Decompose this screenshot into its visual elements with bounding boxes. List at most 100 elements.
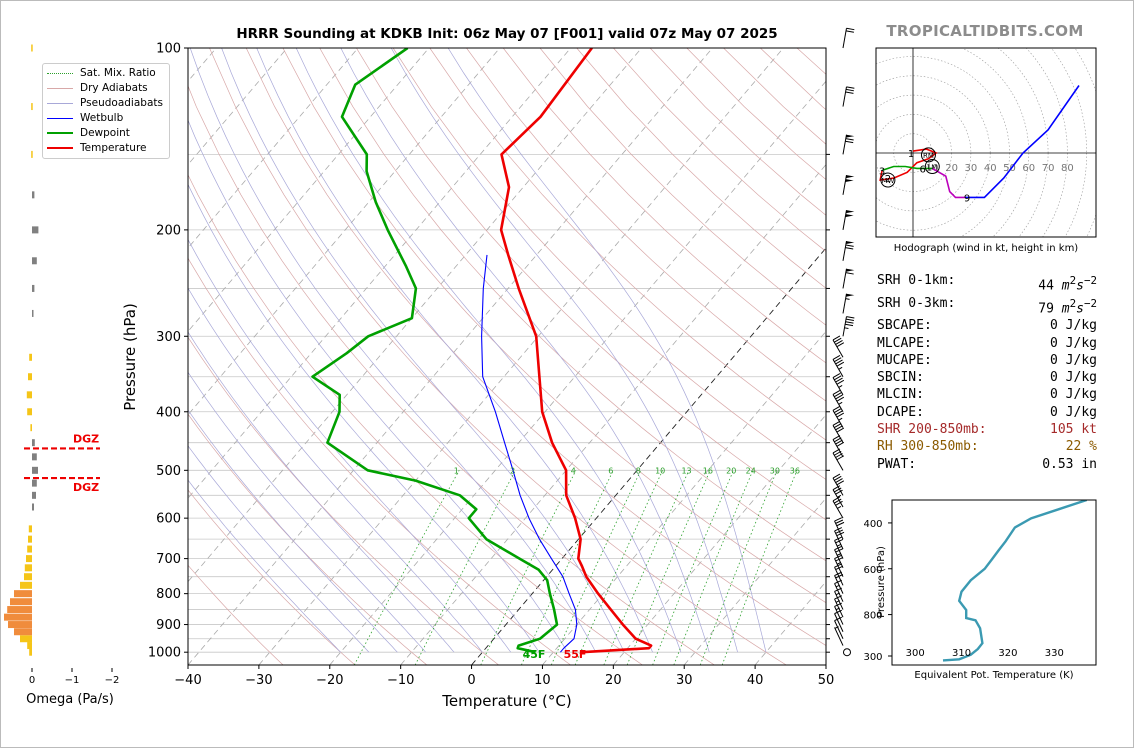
omega-bar	[31, 44, 33, 52]
barb-full	[836, 379, 845, 385]
omega-bar	[8, 621, 32, 629]
dry-adiabat	[188, 564, 284, 665]
omega-x-label: Omega (Pa/s)	[26, 692, 114, 707]
mixing-ratio-label: 4	[571, 467, 576, 476]
y-tick-label: 300	[156, 330, 181, 345]
omega-bar	[32, 257, 37, 265]
y-tick-label: 200	[156, 223, 181, 238]
omega-bar	[32, 226, 39, 234]
isotherm-line	[613, 414, 826, 665]
barb-full	[834, 423, 842, 429]
dry-adiabat	[188, 257, 571, 665]
storm-motion-label: RM	[923, 152, 934, 160]
barb-half	[844, 327, 849, 329]
barb-half	[837, 506, 842, 509]
wind-barb	[842, 27, 855, 49]
isotherm-line	[471, 247, 826, 665]
calm-circle	[843, 648, 851, 657]
unit-m2s2: m	[1061, 278, 1070, 294]
omega-bar	[32, 453, 37, 461]
pseudoadiabat	[295, 48, 682, 653]
temperature-profile	[499, 48, 653, 654]
barb-staff	[832, 377, 844, 396]
hodo-ring-label: 40	[984, 163, 997, 174]
barb-full	[845, 321, 854, 324]
thetae-y-tick-label: 300	[863, 652, 882, 663]
wind-barb	[843, 648, 851, 657]
omega-bar	[32, 309, 34, 317]
hodo-ring-label: 60	[1022, 163, 1035, 174]
dry-adiabat	[188, 174, 643, 665]
barb-full	[835, 394, 843, 400]
x-tick-label: −30	[245, 673, 272, 688]
mixing-ratio-label: 2	[510, 467, 515, 476]
barb-staff	[832, 452, 844, 471]
x-tick-label: 0	[467, 673, 475, 688]
barb-full	[832, 473, 841, 479]
omega-bar	[14, 628, 32, 636]
storm-motion-label: MW	[881, 177, 894, 185]
x-tick-label: −40	[174, 673, 201, 688]
barb-staff	[834, 613, 844, 632]
barb-staff	[834, 558, 844, 577]
dry-adiabat	[392, 48, 826, 480]
mixing-ratio-line	[626, 470, 711, 665]
wind-barb	[832, 496, 844, 519]
barb-staff	[832, 339, 844, 358]
site-brand[interactable]: TROPICALTIDBITS.COM	[886, 22, 1084, 40]
mixing-ratio-line	[574, 470, 663, 665]
mixing-ratio-line	[721, 470, 798, 665]
omega-bar	[30, 424, 32, 432]
barb-flag	[845, 175, 855, 179]
pseudoadiabat	[256, 48, 653, 653]
stat-pwat: PWAT: 0.53 in	[877, 456, 1097, 472]
omega-bar	[32, 439, 35, 447]
omega-bar	[31, 150, 33, 158]
wind-barb	[842, 175, 855, 195]
barb-full	[834, 408, 842, 414]
omega-bar	[32, 191, 35, 199]
omega-bar	[24, 573, 32, 581]
pseudoadiabat	[447, 48, 767, 653]
barb-staff	[834, 620, 844, 639]
barb-staff	[832, 359, 844, 377]
pseudoadiabat	[188, 445, 370, 653]
isotherm-line	[188, 48, 359, 249]
barb-half	[836, 543, 842, 547]
storm-motion-label: LM	[927, 164, 937, 172]
barb-half	[836, 553, 842, 556]
isotherm-line	[188, 48, 571, 499]
isotherm-line	[188, 48, 288, 166]
dry-adiabat	[188, 336, 499, 665]
wind-barb	[832, 335, 845, 358]
x-tick-label: 30	[676, 673, 693, 688]
barb-full	[835, 410, 843, 416]
barb-full	[836, 521, 845, 527]
mixing-ratio-line	[414, 470, 516, 665]
omega-bar	[10, 598, 32, 606]
mixing-ratio-label: 20	[726, 467, 736, 476]
thetae-plot-area	[942, 500, 1088, 662]
isotherm-line	[329, 80, 826, 665]
dgz-label: DGZ	[73, 432, 99, 445]
barb-full	[836, 396, 845, 402]
omega-bar	[32, 479, 37, 487]
stat-sbcin: SBCIN: 0 J/kg	[877, 370, 1097, 386]
barb-full	[834, 375, 842, 381]
barb-full	[834, 357, 842, 363]
barb-staff	[832, 439, 844, 458]
hodo-height-label: 1	[908, 149, 914, 160]
wind-barb	[832, 485, 844, 508]
mixing-ratio-line	[353, 470, 460, 665]
pseudoadiabat	[188, 119, 568, 653]
barb-half	[837, 494, 842, 498]
isotherm-line	[542, 330, 826, 665]
barb-staff	[834, 530, 844, 550]
dry-adiabat	[188, 489, 356, 665]
omega-bar	[32, 491, 36, 499]
pseudoadiabat	[188, 371, 426, 653]
omega-bar	[29, 353, 32, 361]
stat-rh: RH 300-850mb: 22 %	[877, 439, 1097, 455]
hodo-trace	[965, 85, 1080, 199]
